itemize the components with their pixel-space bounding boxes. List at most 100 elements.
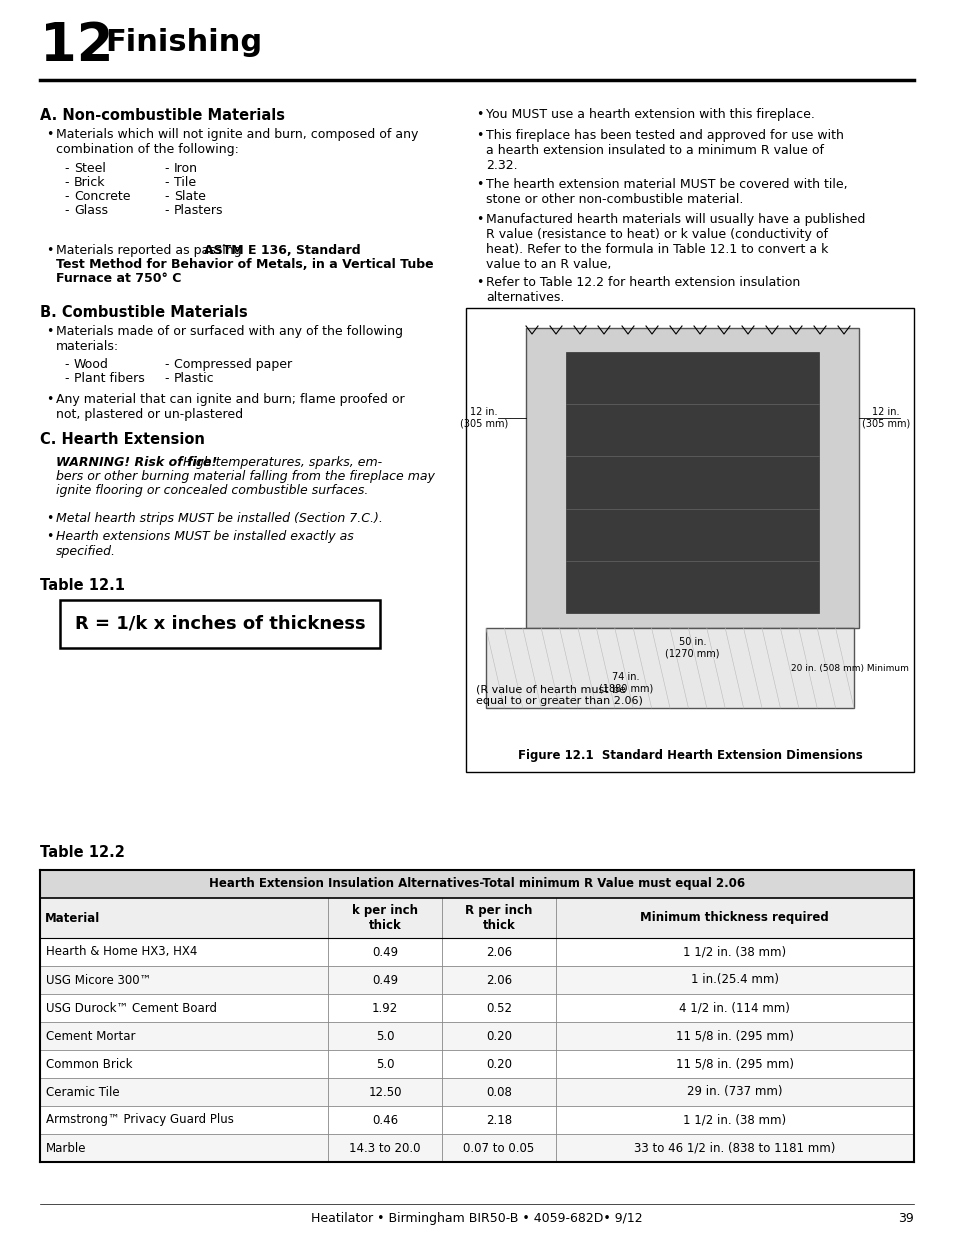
- Text: 14.3 to 20.0: 14.3 to 20.0: [349, 1142, 420, 1154]
- Text: Plant fibers: Plant fibers: [74, 372, 145, 385]
- Text: 11 5/8 in. (295 mm): 11 5/8 in. (295 mm): [675, 1029, 793, 1043]
- Text: Plasters: Plasters: [173, 204, 223, 216]
- Text: 20 in. (508 mm) Minimum: 20 in. (508 mm) Minimum: [790, 663, 908, 673]
- Text: 50 in.
(1270 mm): 50 in. (1270 mm): [664, 637, 719, 659]
- Bar: [60, 600, 379, 648]
- Text: Hearth Extension Insulation Alternatives-Total minimum R Value must equal 2.06: Hearth Extension Insulation Alternatives…: [209, 877, 744, 891]
- Bar: [40, 995, 913, 1022]
- Text: USG Durock™ Cement Board: USG Durock™ Cement Board: [46, 1002, 216, 1014]
- Text: 74 in.
(1880 mm): 74 in. (1880 mm): [598, 672, 652, 694]
- Text: Hearth extensions MUST be installed exactly as
specified.: Hearth extensions MUST be installed exac…: [56, 529, 354, 558]
- Text: Steel: Steel: [74, 162, 106, 174]
- Text: •: •: [46, 529, 53, 543]
- Text: Brick: Brick: [74, 176, 106, 189]
- Text: •: •: [476, 178, 483, 190]
- Text: Iron: Iron: [173, 162, 198, 174]
- Text: Compressed paper: Compressed paper: [173, 357, 292, 371]
- Text: ignite flooring or concealed combustible surfaces.: ignite flooring or concealed combustible…: [56, 484, 368, 497]
- Text: WARNING! Risk of fire!: WARNING! Risk of fire!: [56, 456, 217, 469]
- Text: You MUST use a hearth extension with this fireplace.: You MUST use a hearth extension with thi…: [485, 108, 814, 121]
- Text: Materials which will not ignite and burn, composed of any
combination of the fol: Materials which will not ignite and burn…: [56, 127, 418, 156]
- Text: -: -: [164, 204, 169, 216]
- Text: -: -: [164, 357, 169, 371]
- Text: •: •: [476, 129, 483, 142]
- Text: Metal hearth strips MUST be installed (Section 7.C.).: Metal hearth strips MUST be installed (S…: [56, 512, 382, 524]
- Text: Common Brick: Common Brick: [46, 1058, 132, 1070]
- Text: -: -: [164, 176, 169, 189]
- Text: -: -: [64, 162, 69, 174]
- Text: Table 12.1: Table 12.1: [40, 578, 125, 593]
- Text: 1 1/2 in. (38 mm): 1 1/2 in. (38 mm): [682, 945, 785, 959]
- Text: 0.49: 0.49: [372, 945, 397, 959]
- Text: 0.20: 0.20: [485, 1058, 512, 1070]
- Text: Table 12.2: Table 12.2: [40, 845, 125, 860]
- Text: Materials reported as passing: Materials reported as passing: [56, 244, 245, 257]
- Text: bers or other burning material falling from the fireplace may: bers or other burning material falling f…: [56, 470, 435, 482]
- Text: Wood: Wood: [74, 357, 109, 371]
- Text: 0.46: 0.46: [372, 1113, 397, 1127]
- Text: Marble: Marble: [46, 1142, 87, 1154]
- Text: -: -: [64, 204, 69, 216]
- Bar: [40, 1050, 913, 1077]
- Text: 12: 12: [40, 20, 113, 72]
- Text: 5.0: 5.0: [375, 1029, 395, 1043]
- Text: Heatilator • Birmingham BIR50-B • 4059-682D• 9/12: Heatilator • Birmingham BIR50-B • 4059-6…: [311, 1212, 642, 1225]
- Text: 0.20: 0.20: [485, 1029, 512, 1043]
- Text: 39: 39: [898, 1212, 913, 1225]
- Text: Minimum thickness required: Minimum thickness required: [639, 912, 828, 924]
- Text: R = 1/k x inches of thickness: R = 1/k x inches of thickness: [74, 615, 365, 633]
- Text: Plastic: Plastic: [173, 372, 214, 385]
- Text: 0.07 to 0.05: 0.07 to 0.05: [463, 1142, 534, 1154]
- Text: -: -: [164, 190, 169, 203]
- Text: Cement Mortar: Cement Mortar: [46, 1029, 135, 1043]
- Text: •: •: [46, 127, 53, 141]
- Bar: [40, 870, 913, 898]
- Text: B. Combustible Materials: B. Combustible Materials: [40, 306, 248, 320]
- Text: 2.18: 2.18: [485, 1113, 512, 1127]
- Text: •: •: [476, 108, 483, 121]
- Text: Figure 12.1  Standard Hearth Extension Dimensions: Figure 12.1 Standard Hearth Extension Di…: [517, 748, 862, 762]
- Bar: [40, 966, 913, 995]
- Bar: [40, 1022, 913, 1050]
- Text: Concrete: Concrete: [74, 190, 131, 203]
- Bar: [40, 1077, 913, 1106]
- Text: Material: Material: [45, 912, 100, 924]
- Text: -: -: [64, 357, 69, 371]
- Text: Refer to Table 12.2 for hearth extension insulation
alternatives.: Refer to Table 12.2 for hearth extension…: [485, 276, 800, 304]
- Text: -: -: [64, 176, 69, 189]
- Text: Any material that can ignite and burn; flame proofed or
not, plastered or un-pla: Any material that can ignite and burn; f…: [56, 393, 404, 421]
- Text: -: -: [164, 162, 169, 174]
- Text: R per inch
thick: R per inch thick: [465, 904, 532, 931]
- Text: 2.06: 2.06: [485, 974, 512, 986]
- Text: •: •: [46, 393, 53, 406]
- Text: ASTM E 136, Standard: ASTM E 136, Standard: [204, 244, 360, 257]
- Text: 0.49: 0.49: [372, 974, 397, 986]
- Text: 0.08: 0.08: [485, 1086, 511, 1098]
- Text: 12.50: 12.50: [368, 1086, 401, 1098]
- Bar: [465, 308, 913, 772]
- Text: •: •: [46, 512, 53, 524]
- Bar: [40, 1134, 913, 1162]
- Text: Armstrong™ Privacy Guard Plus: Armstrong™ Privacy Guard Plus: [46, 1113, 233, 1127]
- Text: High temperatures, sparks, em-: High temperatures, sparks, em-: [179, 456, 382, 469]
- Text: Glass: Glass: [74, 204, 108, 216]
- Text: USG Micore 300™: USG Micore 300™: [46, 974, 152, 986]
- Bar: [40, 938, 913, 966]
- Bar: [525, 328, 858, 628]
- Text: -: -: [64, 372, 69, 385]
- Text: 5.0: 5.0: [375, 1058, 395, 1070]
- Text: Tile: Tile: [173, 176, 196, 189]
- Text: Materials made of or surfaced with any of the following
materials:: Materials made of or surfaced with any o…: [56, 325, 402, 353]
- Text: 1 in.(25.4 mm): 1 in.(25.4 mm): [690, 974, 778, 986]
- Text: 1.92: 1.92: [372, 1002, 398, 1014]
- Text: -: -: [64, 190, 69, 203]
- Text: (R value of hearth must be
equal to or greater than 2.06): (R value of hearth must be equal to or g…: [476, 684, 642, 705]
- Text: 33 to 46 1/2 in. (838 to 1181 mm): 33 to 46 1/2 in. (838 to 1181 mm): [634, 1142, 835, 1154]
- Text: Finishing: Finishing: [105, 28, 262, 57]
- Text: •: •: [46, 244, 53, 257]
- Text: 0.52: 0.52: [485, 1002, 512, 1014]
- Text: C. Hearth Extension: C. Hearth Extension: [40, 432, 205, 447]
- Text: Slate: Slate: [173, 190, 206, 203]
- Bar: [40, 898, 913, 938]
- Text: A. Non-combustible Materials: A. Non-combustible Materials: [40, 108, 285, 122]
